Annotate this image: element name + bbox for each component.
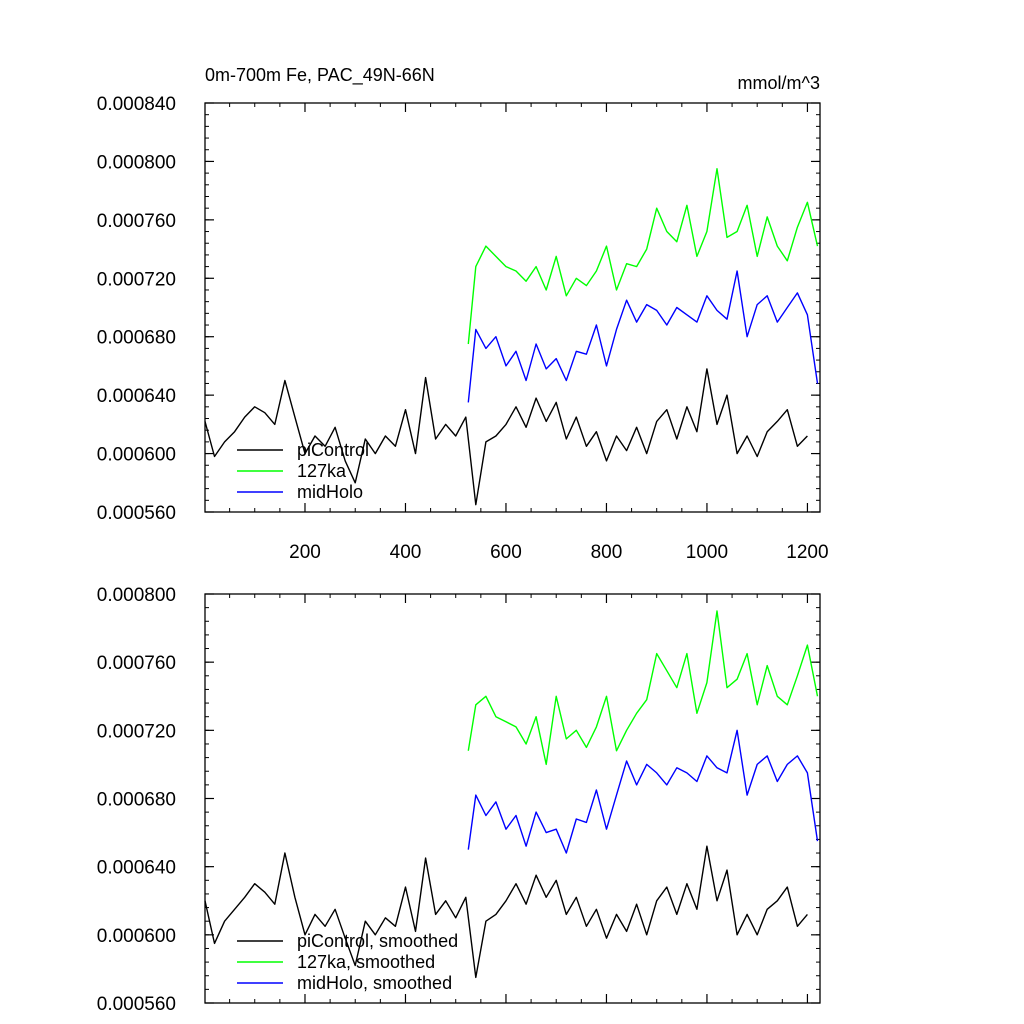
legend-label-1: 127ka	[297, 461, 347, 481]
y-tick-label: 0.000600	[97, 445, 176, 466]
units-label: mmol/m^3	[738, 73, 820, 93]
legend-label-2: midHolo	[297, 482, 363, 502]
series-line-1	[467, 168, 819, 345]
bottom-panel: 0.000800 0.000760 0.000720 0.000680 0.000640…	[97, 585, 821, 1015]
series-line-0	[204, 845, 808, 979]
y-tick-label: 0.000840	[97, 94, 176, 115]
legend-label-2: midHolo, smoothed	[297, 973, 452, 993]
plot-frame	[204, 102, 821, 513]
x-tick-label: 1200	[786, 542, 828, 563]
legend-label-0: piControl	[297, 440, 369, 460]
y-tick-label: 0.000760	[97, 211, 176, 232]
y-tick-label: 0.000720	[97, 721, 176, 742]
series-line-2	[467, 270, 819, 403]
y-tick-label: 0.000760	[97, 653, 176, 674]
x-tick-label: 400	[390, 542, 422, 563]
y-tick-label: 0.000640	[97, 858, 176, 879]
series-line-1	[467, 610, 819, 766]
y-tick-label: 0.000680	[97, 790, 176, 811]
legend-label-0: piControl, smoothed	[297, 931, 458, 951]
y-tick-label: 0.000600	[97, 926, 176, 947]
chart-title: 0m-700m Fe, PAC_49N-66N	[205, 65, 435, 86]
y-tick-label: 0.000800	[97, 152, 176, 173]
y-tick-label: 0.000680	[97, 328, 176, 349]
x-tick-label: 1000	[686, 542, 728, 563]
top-panel: 0.000840 0.000800 0.000760 0.000720 0.000680…	[97, 65, 829, 563]
x-tick-label: 600	[490, 542, 522, 563]
y-tick-label: 0.000800	[97, 585, 176, 606]
y-tick-label: 0.000560	[97, 503, 176, 524]
legend-label-1: 127ka, smoothed	[297, 952, 435, 972]
y-tick-label: 0.000640	[97, 386, 176, 407]
series-line-2	[467, 729, 819, 854]
x-tick-label: 200	[289, 542, 321, 563]
y-tick-label: 0.000720	[97, 269, 176, 290]
y-tick-label: 0.000560	[97, 994, 176, 1015]
x-tick-label: 800	[591, 542, 623, 563]
series-line-0	[204, 368, 808, 506]
